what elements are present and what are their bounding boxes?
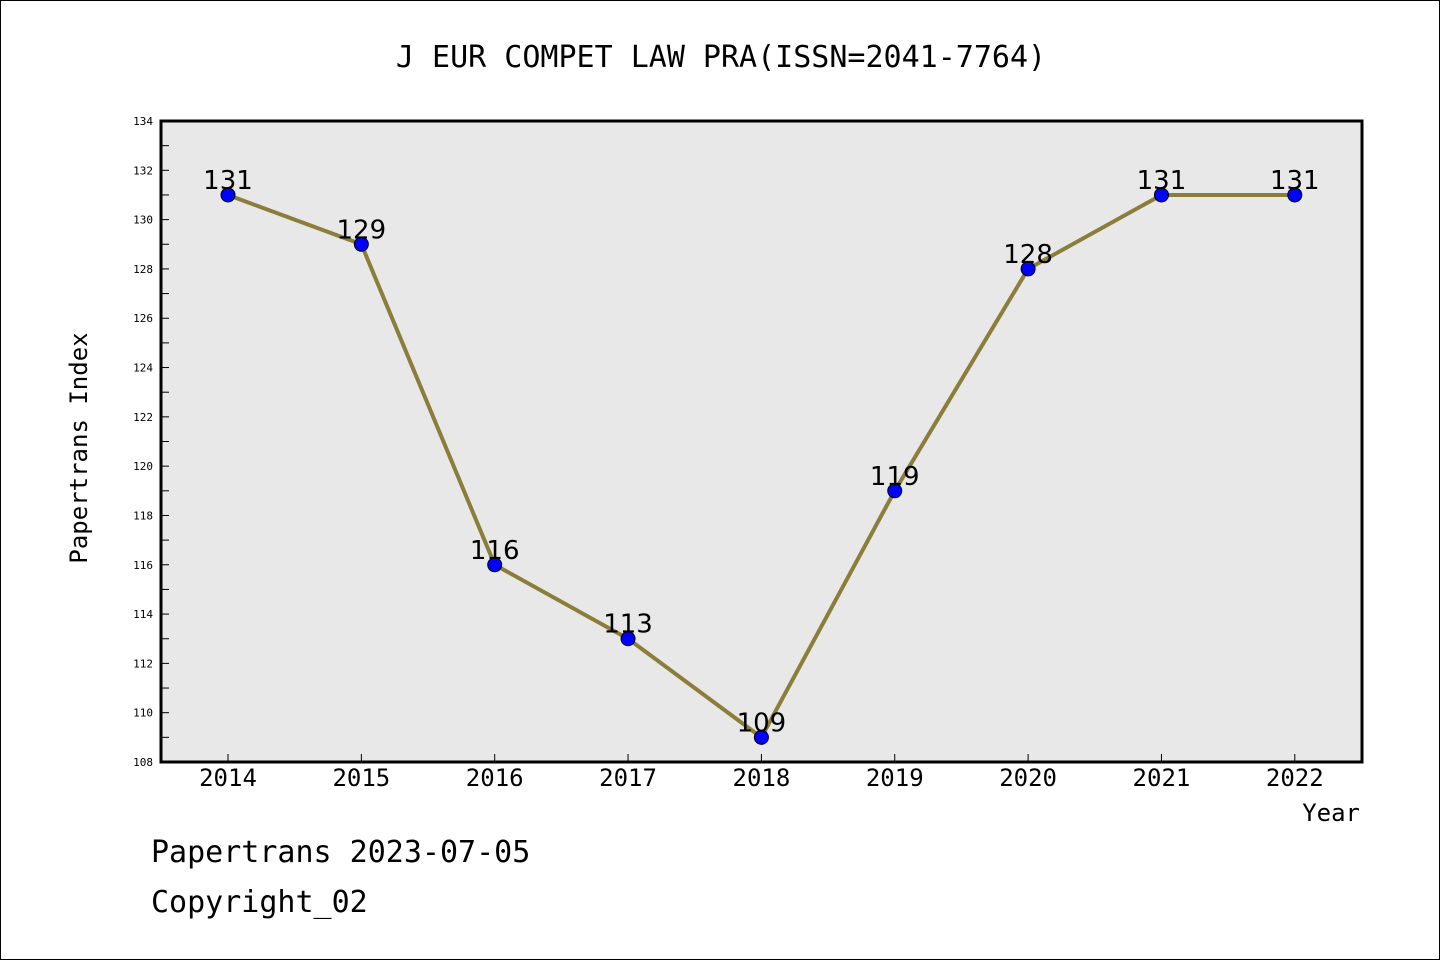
data-point	[620, 631, 636, 647]
y-axis: 108 110 112 114 116 118 120 122 124 126 128 130 132 1…	[133, 115, 169, 769]
data-label: 119	[870, 462, 920, 492]
y-tick-label: 110	[133, 707, 153, 720]
y-tick-label: 124	[133, 362, 153, 375]
x-tick-label: 2016	[466, 764, 524, 792]
marker-layer	[220, 187, 1303, 745]
y-tick-label: 122	[133, 411, 153, 424]
y-tick-label: 114	[133, 608, 153, 621]
plot-area	[159, 119, 1364, 764]
y-tick-label: 112	[133, 657, 153, 670]
footer-copyright-text: Copyright_02	[151, 885, 368, 920]
x-tick-label: 2019	[866, 764, 924, 792]
y-tick-label: 120	[133, 460, 153, 473]
data-point	[753, 729, 769, 745]
x-tick-label: 2022	[1266, 764, 1324, 792]
data-point	[353, 236, 369, 252]
data-label-layer: 131 129 116 113 109 119 128 131 131	[203, 166, 1319, 738]
data-point	[1287, 187, 1303, 203]
data-label: 131	[1270, 166, 1320, 196]
data-point	[220, 187, 236, 203]
data-point	[887, 483, 903, 499]
footer-date-text: Papertrans 2023-07-05	[151, 835, 531, 870]
x-axis-title: Year	[1302, 799, 1360, 827]
y-tick-label: 116	[133, 559, 153, 572]
x-tick-label: 2018	[733, 764, 791, 792]
y-axis-title: Papertrans Index	[65, 332, 93, 563]
data-point	[1020, 261, 1036, 277]
y-tick-label: 108	[133, 756, 153, 769]
data-point	[487, 557, 503, 573]
y-tick-label: 134	[133, 115, 153, 128]
x-axis: 2014 2015 2016 2017 2018 2019 2020 2021 2022	[199, 754, 1324, 792]
data-label: 131	[1137, 166, 1187, 196]
data-label: 109	[737, 708, 787, 738]
x-tick-label: 2020	[999, 764, 1057, 792]
y-tick-label: 118	[133, 509, 153, 522]
x-tick-label: 2021	[1133, 764, 1191, 792]
data-label: 131	[203, 166, 253, 196]
data-label: 128	[1003, 240, 1053, 270]
x-tick-label: 2014	[199, 764, 257, 792]
data-label: 113	[603, 610, 653, 640]
y-tick-label: 132	[133, 164, 153, 177]
y-tick-label: 128	[133, 263, 153, 276]
chart-title: J EUR COMPET LAW PRA(ISSN=2041-7764)	[396, 40, 1046, 75]
data-label: 129	[337, 215, 387, 245]
data-label: 116	[470, 536, 520, 566]
x-tick-label: 2015	[332, 764, 390, 792]
y-tick-label: 126	[133, 312, 153, 325]
data-point	[1153, 187, 1169, 203]
x-tick-label: 2017	[599, 764, 657, 792]
y-tick-label: 130	[133, 214, 153, 227]
